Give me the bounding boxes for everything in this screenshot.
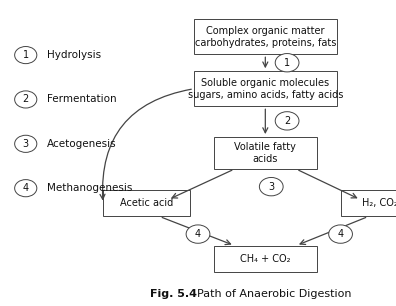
Text: Fig. 5.4  Path of Anaerobic Digestion: Fig. 5.4 Path of Anaerobic Digestion [150, 289, 353, 299]
Circle shape [15, 180, 37, 197]
Text: Soluble organic molecules
sugars, amino acids, fatty acids: Soluble organic molecules sugars, amino … [188, 78, 343, 99]
Circle shape [15, 47, 37, 64]
Circle shape [259, 177, 283, 196]
Circle shape [275, 112, 299, 130]
Text: 4: 4 [23, 183, 29, 193]
FancyBboxPatch shape [214, 245, 317, 272]
Text: Hydrolysis: Hydrolysis [47, 50, 101, 60]
Text: Fig. 5.4: Fig. 5.4 [151, 289, 192, 299]
Circle shape [15, 135, 37, 152]
FancyBboxPatch shape [214, 137, 317, 169]
Text: Fig. 5.4: Fig. 5.4 [150, 289, 198, 299]
Circle shape [275, 54, 299, 72]
Circle shape [329, 225, 352, 243]
Text: Acetic acid: Acetic acid [120, 199, 173, 208]
Text: 1: 1 [23, 50, 29, 60]
Text: Volatile fatty
acids: Volatile fatty acids [234, 142, 296, 164]
Text: 4: 4 [195, 229, 201, 239]
Text: 3: 3 [23, 139, 29, 149]
Text: Path of Anaerobic Digestion: Path of Anaerobic Digestion [190, 289, 352, 299]
Text: Methanogenesis: Methanogenesis [47, 183, 132, 193]
Text: H₂, CO₂: H₂, CO₂ [362, 199, 396, 208]
Text: Complex organic matter
carbohydrates, proteins, fats: Complex organic matter carbohydrates, pr… [194, 26, 336, 47]
Text: 3: 3 [268, 182, 274, 192]
FancyBboxPatch shape [341, 190, 396, 217]
FancyBboxPatch shape [194, 71, 337, 106]
FancyBboxPatch shape [103, 190, 190, 217]
Text: Acetogenesis: Acetogenesis [47, 139, 116, 149]
Text: Fermentation: Fermentation [47, 95, 116, 104]
Text: 1: 1 [284, 58, 290, 68]
Text: 2: 2 [23, 95, 29, 104]
Circle shape [186, 225, 210, 243]
FancyBboxPatch shape [194, 19, 337, 54]
Text: CH₄ + CO₂: CH₄ + CO₂ [240, 254, 291, 263]
Circle shape [15, 91, 37, 108]
Text: 2: 2 [284, 116, 290, 126]
Text: 4: 4 [337, 229, 344, 239]
